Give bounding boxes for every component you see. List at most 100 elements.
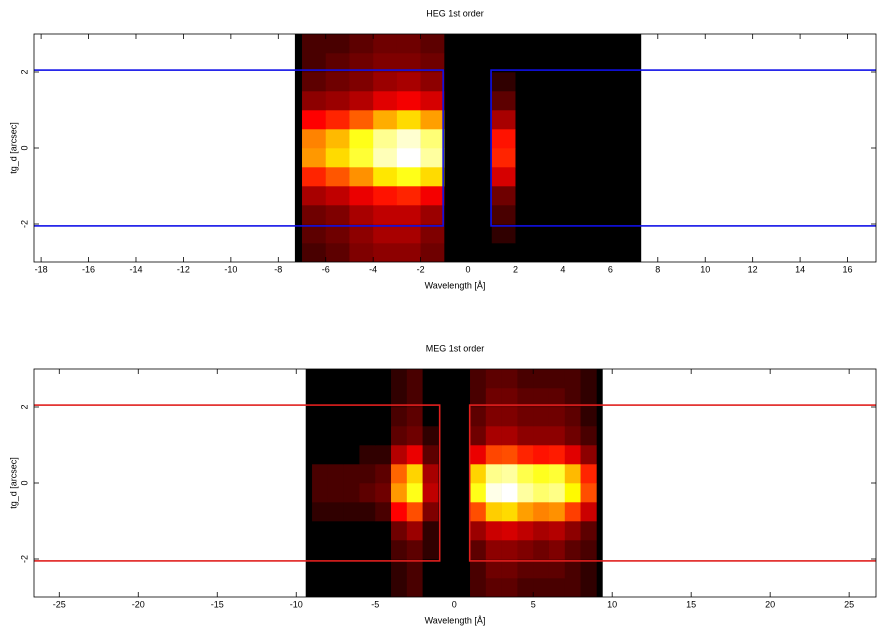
heatmap-cell (485, 426, 502, 446)
heatmap-cell (349, 72, 374, 92)
heatmap-cell (517, 540, 534, 560)
heatmap-cell (349, 53, 374, 73)
heatmap-cell (422, 483, 439, 503)
chart-title: MEG 1st order (426, 343, 485, 353)
heatmap-cell (564, 464, 581, 484)
heatmap-cell (533, 445, 550, 465)
heatmap-cell (454, 540, 471, 560)
heatmap-cell (312, 426, 329, 446)
heatmap-cell (327, 540, 344, 560)
heatmap-cell (312, 521, 329, 541)
y-tick-label: -2 (19, 555, 29, 563)
heatmap-cell (501, 407, 518, 427)
heatmap-cell (562, 129, 587, 149)
heatmap-cell (468, 34, 493, 54)
heatmap-cell (422, 426, 439, 446)
heatmap-cell (391, 388, 408, 408)
heatmap-cell (610, 110, 635, 130)
heatmap-cell (406, 483, 423, 503)
heatmap-cell (580, 388, 597, 408)
heatmap-cell (406, 578, 423, 597)
heatmap-cell (438, 521, 455, 541)
heatmap-cell (420, 129, 445, 149)
heatmap-cell (359, 502, 376, 522)
heatmap-cell (375, 540, 392, 560)
heatmap-cell (515, 34, 540, 54)
heatmap-cell (391, 483, 408, 503)
heatmap-cell (325, 34, 350, 54)
heatmap-cell (562, 110, 587, 130)
heatmap-cell (517, 464, 534, 484)
heatmap-cell (302, 72, 327, 92)
heatmap-cell (454, 407, 471, 427)
heatmap-cell (391, 502, 408, 522)
heatmap-cell (406, 426, 423, 446)
heatmap-cell (438, 540, 455, 560)
x-tick-label: 0 (452, 599, 457, 609)
heatmap-cell (422, 521, 439, 541)
heatmap-cell (343, 578, 360, 597)
heatmap-cell (580, 502, 597, 522)
heatmap-cell (515, 186, 540, 206)
heatmap-cell (454, 388, 471, 408)
heatmap-cell (327, 483, 344, 503)
heatmap-cell (375, 388, 392, 408)
heatmap-cell (375, 521, 392, 541)
x-tick-label: 10 (700, 264, 710, 274)
heatmap-cell (586, 148, 611, 168)
heatmap-cell (406, 407, 423, 427)
heatmap-cell (391, 445, 408, 465)
heatmap-cell (562, 91, 587, 111)
heatmap-cell (373, 34, 398, 54)
heatmap-cell (406, 559, 423, 579)
heatmap-cell (610, 129, 635, 149)
heatmap-cell (485, 578, 502, 597)
heatmap-cell (422, 369, 439, 389)
heatmap-cell (420, 186, 445, 206)
heatmap-cell (359, 578, 376, 597)
heatmap-cell (470, 521, 487, 541)
heatmap-cell (501, 445, 518, 465)
chart-title: HEG 1st order (426, 8, 484, 18)
heatmap-cell (539, 186, 564, 206)
heatmap-cell (485, 483, 502, 503)
heatmap-cell (349, 205, 374, 225)
heatmap-cell (564, 578, 581, 597)
heatmap-cell (564, 426, 581, 446)
heatmap-cell (501, 388, 518, 408)
heatmap-cell (312, 578, 329, 597)
heatmap-cell (406, 464, 423, 484)
y-tick-label: -2 (19, 220, 29, 228)
heatmap-cell (420, 167, 445, 187)
heatmap-cell (302, 243, 327, 262)
heatmap-cell (327, 464, 344, 484)
heatmap-cell (312, 559, 329, 579)
heatmap-cell (491, 110, 516, 130)
x-axis-label: Wavelength [Å] (425, 615, 486, 625)
heatmap-cell (454, 521, 471, 541)
heatmap-cell (327, 369, 344, 389)
heatmap-cell (420, 205, 445, 225)
heatmap-cell (580, 559, 597, 579)
heatmap-cell (470, 502, 487, 522)
x-tick-label: -12 (177, 264, 190, 274)
heatmap-cell (454, 464, 471, 484)
heatmap-cell (420, 72, 445, 92)
heatmap-cell (586, 186, 611, 206)
heatmap-cell (517, 559, 534, 579)
heatmap-cell (444, 91, 469, 111)
heatmap-cell (564, 521, 581, 541)
heatmap-cell (327, 388, 344, 408)
heatmap-cell (533, 426, 550, 446)
heatmap-cell (515, 53, 540, 73)
heatmap-cell (485, 464, 502, 484)
heatmap-cell (468, 110, 493, 130)
heatmap-cell (533, 388, 550, 408)
x-tick-label: 10 (607, 599, 617, 609)
heatmap-cell (375, 426, 392, 446)
heatmap-cell (444, 110, 469, 130)
heatmap-cell (375, 483, 392, 503)
heatmap-cell (420, 148, 445, 168)
x-tick-label: -6 (322, 264, 330, 274)
x-tick-label: 14 (795, 264, 805, 274)
